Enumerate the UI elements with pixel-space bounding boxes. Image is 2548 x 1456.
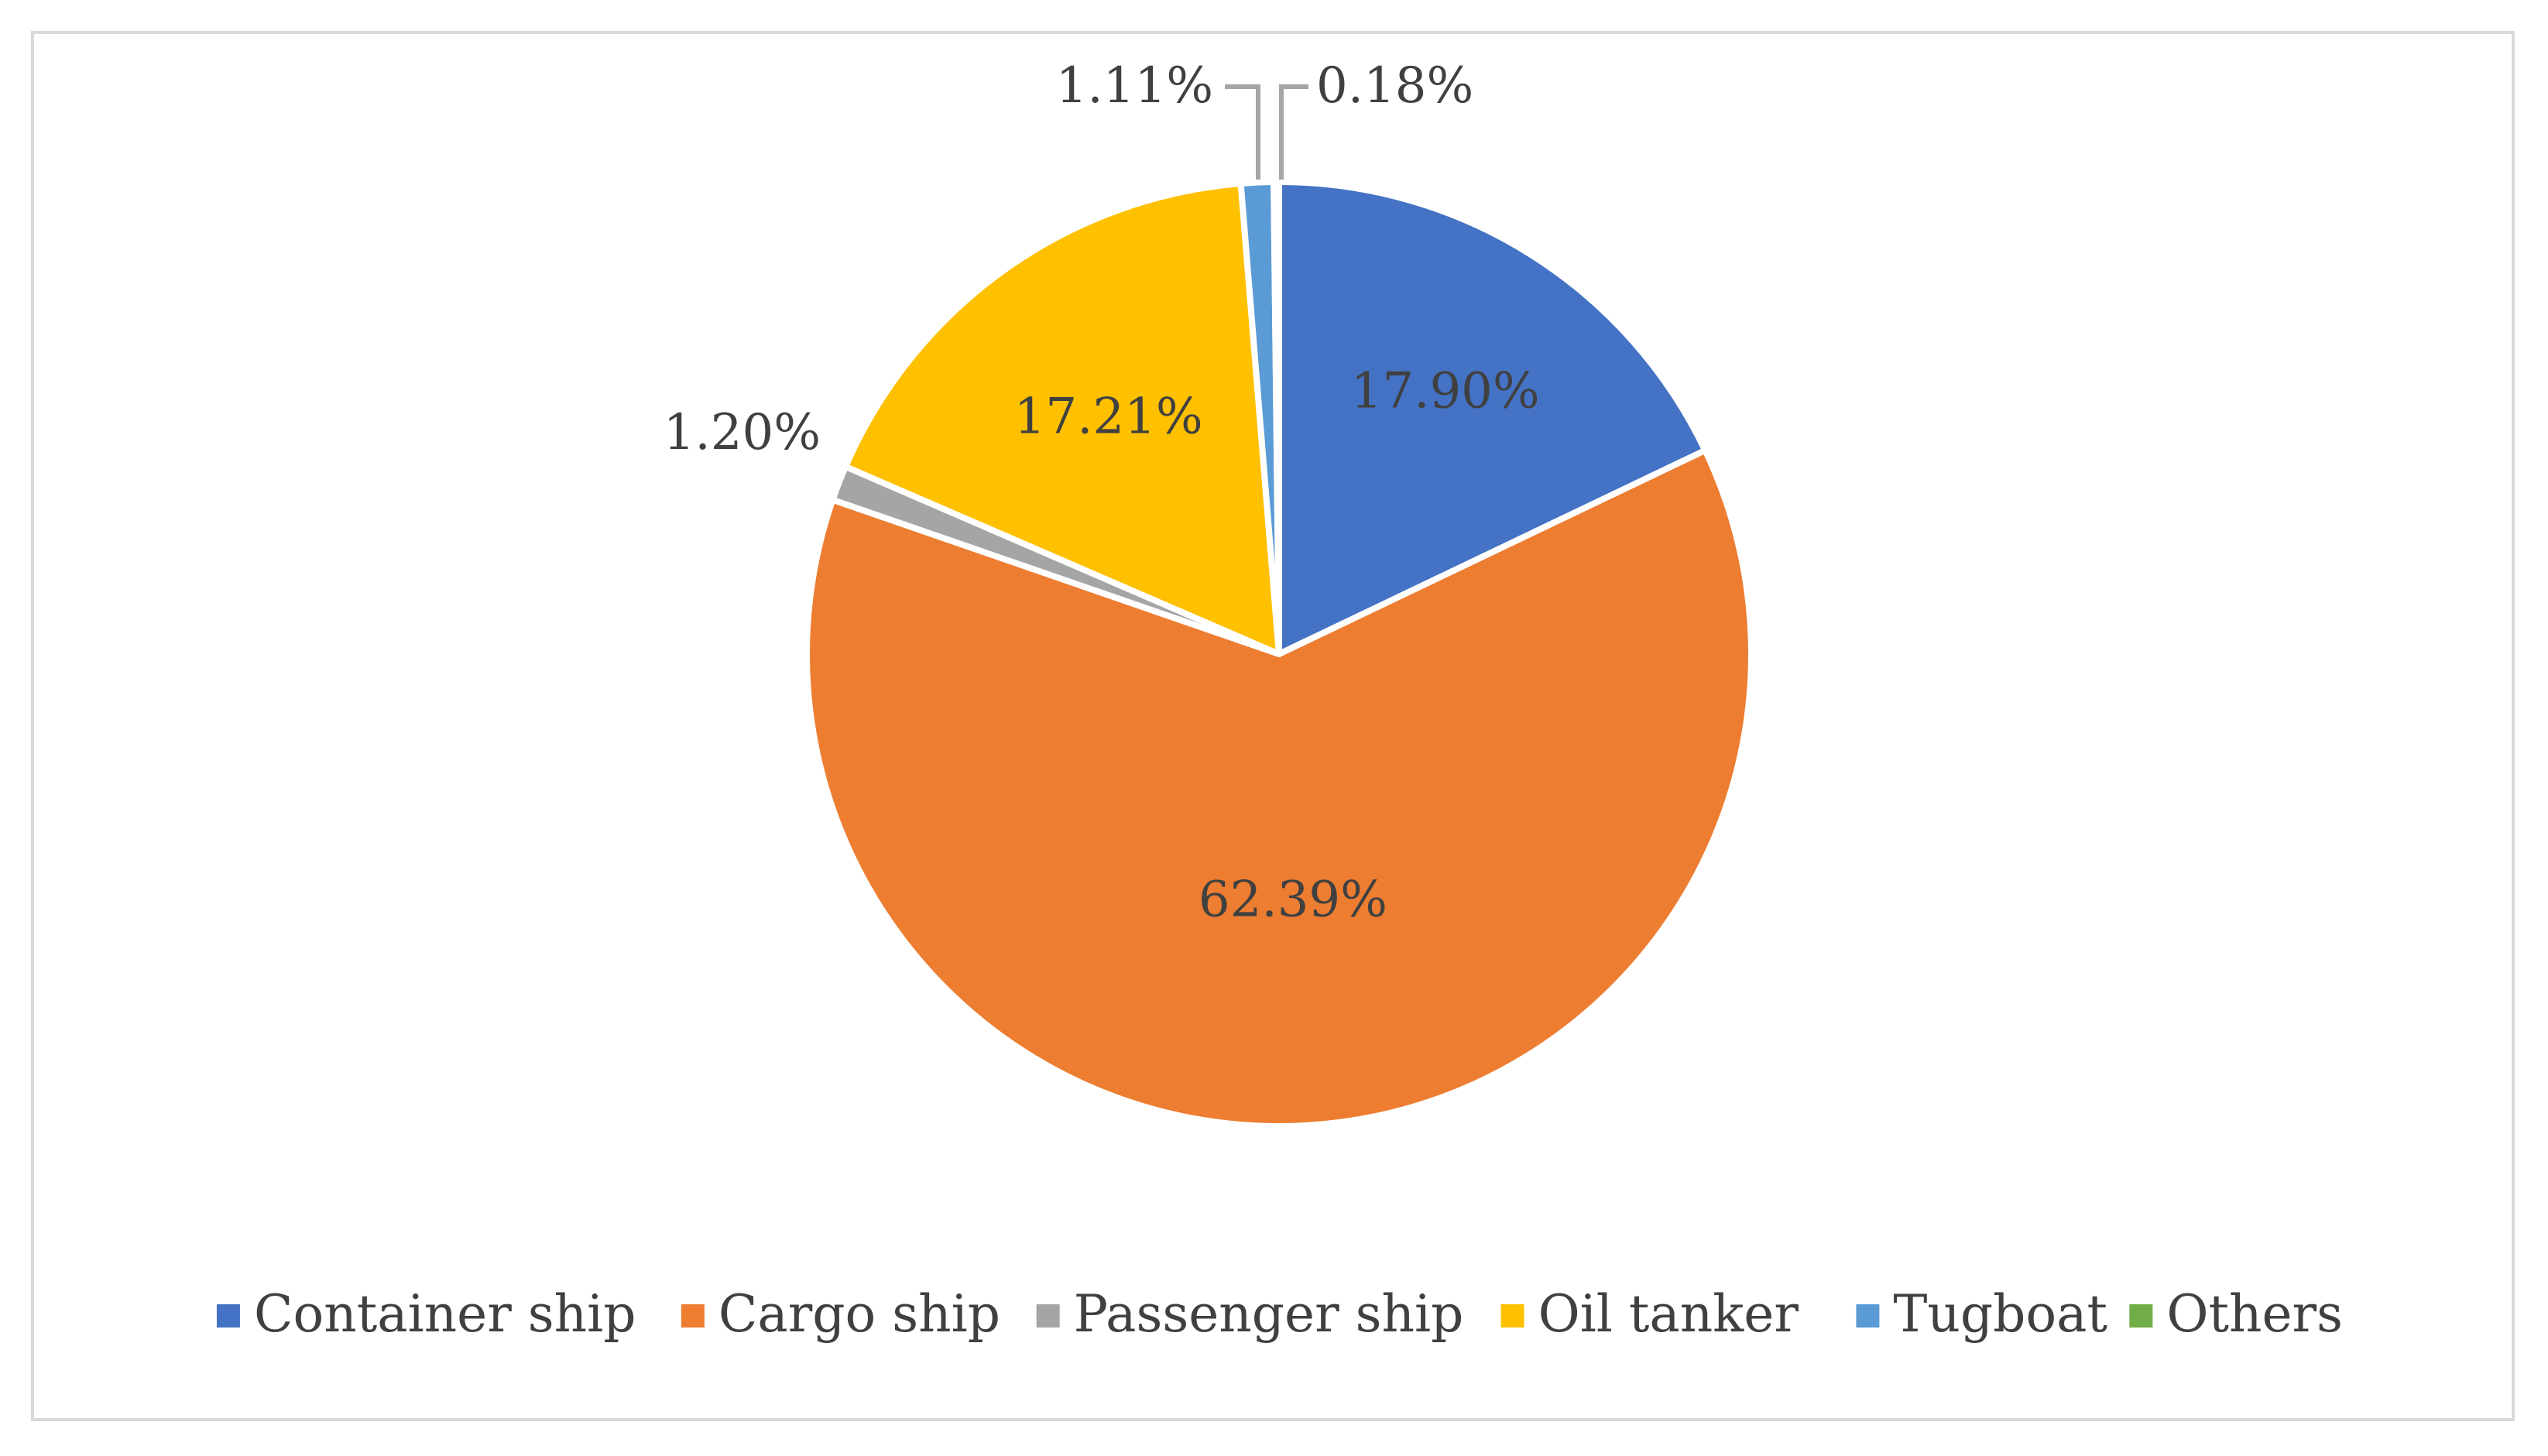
pie-slice-cargo-ship bbox=[804, 447, 1754, 1129]
leader-lines bbox=[1225, 84, 1308, 180]
pie-slices bbox=[804, 179, 1754, 1129]
pie-slice-oil-tanker bbox=[842, 180, 1282, 657]
data-label-passenger-ship: 1.20% bbox=[664, 404, 821, 461]
legend-marker-cargo-ship bbox=[681, 1304, 705, 1328]
legend-item-oil-tanker: Oil tanker bbox=[1500, 1284, 1799, 1344]
data-labels: 17.90% 62.39% 1.20% 17.21% 1.11% 0.18% bbox=[664, 57, 1540, 929]
legend-marker-oil-tanker bbox=[1500, 1304, 1524, 1328]
legend-label-tugboat: Tugboat bbox=[1893, 1284, 2107, 1344]
legend-label-passenger-ship: Passenger ship bbox=[1074, 1284, 1464, 1344]
legend-marker-others bbox=[2129, 1304, 2153, 1328]
legend-item-container-ship: Container ship bbox=[216, 1284, 636, 1344]
data-label-tugboat: 1.11% bbox=[1056, 57, 1213, 115]
data-label-others: 0.18% bbox=[1316, 57, 1473, 115]
legend-label-container-ship: Container ship bbox=[254, 1284, 636, 1344]
legend-label-others: Others bbox=[2166, 1284, 2343, 1344]
leader-line-others bbox=[1279, 84, 1308, 180]
legend-marker-passenger-ship bbox=[1036, 1304, 1060, 1328]
data-label-container-ship: 17.90% bbox=[1351, 362, 1540, 420]
legend: Container ship Cargo ship Passenger ship Oi… bbox=[216, 1284, 2343, 1344]
legend-marker-tugboat bbox=[1856, 1304, 1880, 1328]
legend-item-others: Others bbox=[2129, 1284, 2343, 1344]
legend-item-passenger-ship: Passenger ship bbox=[1036, 1284, 1464, 1344]
legend-label-oil-tanker: Oil tanker bbox=[1538, 1284, 1799, 1344]
legend-label-cargo-ship: Cargo ship bbox=[718, 1284, 1000, 1344]
data-label-cargo-ship: 62.39% bbox=[1199, 872, 1387, 929]
data-label-oil-tanker: 17.21% bbox=[1014, 389, 1203, 446]
legend-item-tugboat: Tugboat bbox=[1856, 1284, 2107, 1344]
pie-slice-container-ship bbox=[1276, 179, 1709, 657]
legend-item-cargo-ship: Cargo ship bbox=[681, 1284, 1000, 1344]
pie-slice-others bbox=[1271, 179, 1282, 657]
legend-marker-container-ship bbox=[216, 1304, 240, 1328]
leader-line-tugboat bbox=[1225, 84, 1260, 180]
